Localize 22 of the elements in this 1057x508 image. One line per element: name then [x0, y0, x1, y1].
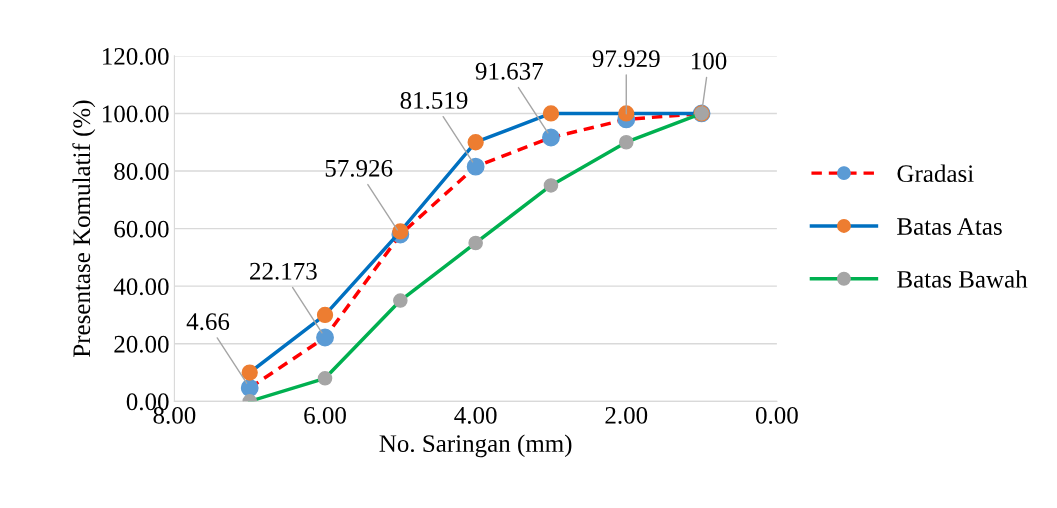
x-tick-label: 4.00	[454, 406, 497, 424]
y-tick-label: 80.00	[114, 163, 169, 181]
data-label: 57.926	[325, 159, 393, 177]
x-tick-label: 6.00	[304, 406, 346, 424]
y-tick-label: 60.00	[114, 220, 169, 238]
data-label: 4.66	[186, 313, 230, 331]
data-label: 91.637	[475, 62, 543, 80]
data-label: 22.173	[250, 262, 317, 280]
x-axis-title: No. Saringan (mm)	[379, 434, 572, 458]
legend-label: Batas Atas	[897, 218, 1002, 235]
y-tick-label: 120.00	[102, 47, 169, 65]
legend-label: Batas Bawah	[897, 270, 1028, 288]
y-tick-label: 100.00	[102, 105, 169, 123]
x-tick-label: 2.00	[605, 406, 648, 424]
y-tick-label: 20.00	[114, 335, 169, 353]
data-label: 81.519	[400, 91, 468, 109]
legend-label: Gradasi	[897, 164, 974, 183]
y-tick-label: 40.00	[113, 278, 169, 296]
data-label: 97.929	[592, 50, 660, 68]
data-label: 100	[691, 52, 727, 70]
x-tick-label: 0.00	[755, 406, 798, 424]
y-axis-title: Presentase Komulatif (%)	[72, 100, 96, 358]
